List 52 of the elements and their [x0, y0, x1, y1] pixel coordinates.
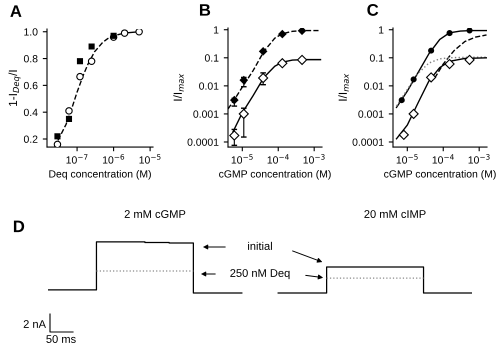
- point: [410, 76, 417, 82]
- point: [408, 108, 419, 119]
- y-tick-label: 0.0001: [352, 138, 384, 146]
- x-tick-label: 10$^{−5}$: [232, 154, 253, 164]
- x-tick-label: 10$^{−5}$: [396, 154, 418, 164]
- text: 50 ms: [46, 335, 76, 343]
- x-tick-label: 10$^{−5}$: [139, 154, 160, 164]
- point: [278, 30, 286, 38]
- chart-title: D: [14, 220, 24, 232]
- y-tick-label: 0.01: [199, 82, 218, 90]
- x-axis-title: cGMP concentration (M): [219, 170, 331, 180]
- y-tick-label: 0.0001: [188, 138, 218, 146]
- y-tick-label: 0.8: [24, 55, 38, 62]
- annotation: 250 nM Deq: [230, 269, 290, 280]
- x-axis-title: Deq concentration (M): [49, 170, 151, 180]
- chart-title: B: [200, 4, 210, 16]
- point: [444, 58, 455, 70]
- annotation: initial: [248, 242, 272, 250]
- y-tick-label: 0.2: [24, 136, 38, 143]
- chart-title: A: [10, 5, 22, 17]
- x-tick-label: 10$^{−6}$: [102, 154, 124, 164]
- point: [298, 28, 306, 35]
- chart-title: C: [367, 4, 378, 16]
- point: [296, 54, 308, 65]
- x-tick-label: 10$^{−4}$: [432, 154, 454, 164]
- point: [240, 76, 248, 84]
- y-axis-title: 1-I$_{Deq}$/I: [8, 70, 21, 106]
- y-tick-label: 0.001: [358, 110, 384, 118]
- y-tick-label: 0.01: [364, 82, 384, 90]
- text: 2 nA: [24, 320, 46, 328]
- y-tick-label: 1: [214, 26, 218, 34]
- point: [259, 47, 268, 56]
- y-tick-label: 0.4: [24, 108, 38, 116]
- y-axis-title: I/I$_{max}$: [173, 74, 184, 101]
- y-tick-label: 1: [378, 26, 384, 34]
- y-tick-label: 1.0: [24, 28, 38, 36]
- y-tick-label: 0.1: [204, 54, 218, 62]
- x-tick-label: 10$^{−7}$: [66, 154, 88, 164]
- y-tick-label: 0.001: [193, 110, 218, 118]
- point: [428, 48, 434, 54]
- text: 20 mM cIMP: [364, 210, 426, 218]
- y-tick-label: 0.1: [370, 54, 384, 62]
- text: 2 mM cGMP: [124, 210, 186, 218]
- y-axis-title: I/I$_{max}$: [338, 74, 349, 101]
- x-tick-label: 10$^{−3}$: [304, 154, 325, 164]
- point: [426, 72, 436, 82]
- x-tick-label: 10$^{−3}$: [468, 154, 490, 164]
- point: [277, 58, 288, 68]
- point: [446, 30, 453, 36]
- x-tick-label: 10$^{−4}$: [268, 154, 289, 164]
- x-axis-title: cGMP concentration (M): [384, 170, 496, 180]
- y-tick-label: 0.6: [24, 82, 38, 90]
